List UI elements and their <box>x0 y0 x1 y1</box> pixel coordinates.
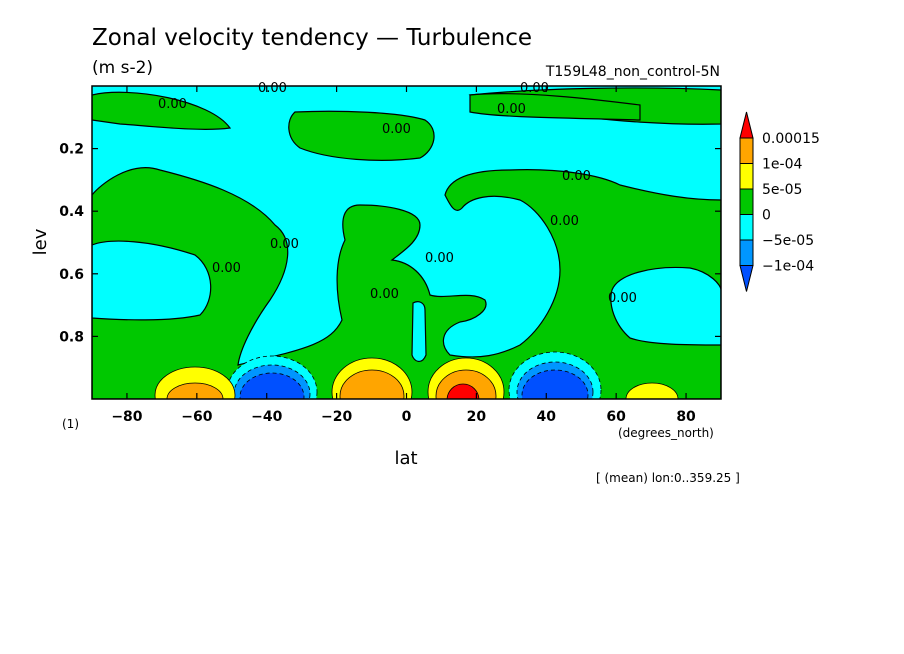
contour-label: 0.00 <box>270 237 299 252</box>
x-axis: −80 −60 −40 −20 0 20 40 60 80 <box>111 86 696 425</box>
colorbar-bottom-arrow <box>739 265 754 292</box>
sh-positive-lobe-core <box>166 382 224 399</box>
colorbar-label: 5e-05 <box>762 182 802 198</box>
x-tick-label: 20 <box>467 409 487 425</box>
x-tick-label: 60 <box>606 409 626 425</box>
extremum-nh-high-lat-positive-lobe <box>625 382 679 399</box>
colorbar-segment <box>739 188 754 215</box>
colorbar-label: 0.00015 <box>762 131 820 147</box>
x-units-label: (degrees_north) <box>618 426 714 440</box>
colorbar-label: 0 <box>762 208 771 224</box>
contour-label: 0.00 <box>497 102 526 117</box>
sh-negative-lobe-core <box>239 372 305 399</box>
colorbar-label: −5e-05 <box>762 233 814 249</box>
y-axis: 0.2 0.4 0.6 0.8 <box>59 142 721 345</box>
positive-region-upper-mid <box>288 110 435 161</box>
chart-title: Zonal velocity tendency — Turbulence <box>92 25 532 51</box>
negative-region-center-strip <box>411 301 427 362</box>
contour-label: 0.00 <box>370 287 399 302</box>
nh-high-lat-positive-lobe <box>625 382 679 399</box>
contour-label: 0.00 <box>550 214 579 229</box>
y-units-label: (1) <box>62 417 79 431</box>
x-tick-label: 40 <box>537 409 557 425</box>
y-tick-label: 0.6 <box>59 267 84 283</box>
positive-region-main <box>92 167 721 399</box>
y-tick-label: 0.4 <box>59 204 84 220</box>
contour-labels: 0.00 0.00 0.00 0.00 0.00 0.00 0.00 0.00 … <box>158 81 637 306</box>
x-tick-label: −80 <box>111 409 142 425</box>
extremum-nh-negative-lobe <box>508 351 602 399</box>
tropical-positive-lobe-core <box>339 369 405 399</box>
contour-label: 0.00 <box>212 261 241 276</box>
contour-label: 0.00 <box>562 169 591 184</box>
colorbar-segment <box>739 214 754 241</box>
x-tick-label: 80 <box>676 409 696 425</box>
plot-area <box>92 86 721 399</box>
colorbar-label: 1e-04 <box>762 157 802 173</box>
extremum-sh-negative-lobe <box>226 355 318 399</box>
contour-label: 0.00 <box>258 81 287 96</box>
extremum-nh-tropical-positive-lobe <box>427 357 505 399</box>
y-tick-label: 0.8 <box>59 329 84 345</box>
contour-label: 0.00 <box>158 97 187 112</box>
colorbar-top-arrow <box>739 111 754 139</box>
y-tick-label: 0.2 <box>59 142 84 158</box>
colorbar-segment <box>739 239 754 266</box>
x-tick-label: 0 <box>402 409 412 425</box>
extremum-tropical-positive-lobe <box>331 357 413 399</box>
contour-label: 0.00 <box>425 251 454 266</box>
x-tick-label: −40 <box>251 409 282 425</box>
positive-region-top-left <box>92 91 232 130</box>
chart-units: (m s-2) <box>92 58 153 78</box>
y-axis-label: lev <box>30 228 51 255</box>
nh-tropical-positive-lobe-core <box>446 383 480 399</box>
negative-region-right-hole <box>610 266 721 346</box>
colorbar-label: −1e-04 <box>762 259 814 275</box>
footnote: [ (mean) lon:0..359.25 ] <box>596 471 740 485</box>
negative-region-left-hole <box>92 240 212 321</box>
extremum-sh-positive-lobe <box>154 366 236 399</box>
x-tick-label: −20 <box>321 409 352 425</box>
nh-negative-lobe-core <box>521 369 589 399</box>
contour-label: 0.00 <box>520 81 549 96</box>
contour-label: 0.00 <box>608 291 637 306</box>
colorbar-segment <box>739 137 754 164</box>
x-axis-label: lat <box>394 448 417 469</box>
x-tick-label: −60 <box>181 409 212 425</box>
colorbar-segment <box>739 163 754 190</box>
contour-label: 0.00 <box>382 122 411 137</box>
run-label: T159L48_non_control-5N <box>545 64 720 80</box>
positive-region-upper-right-band <box>469 93 641 121</box>
colorbar: 0.00015 1e-04 5e-05 0 −5e-05 −1e-04 <box>739 111 820 292</box>
